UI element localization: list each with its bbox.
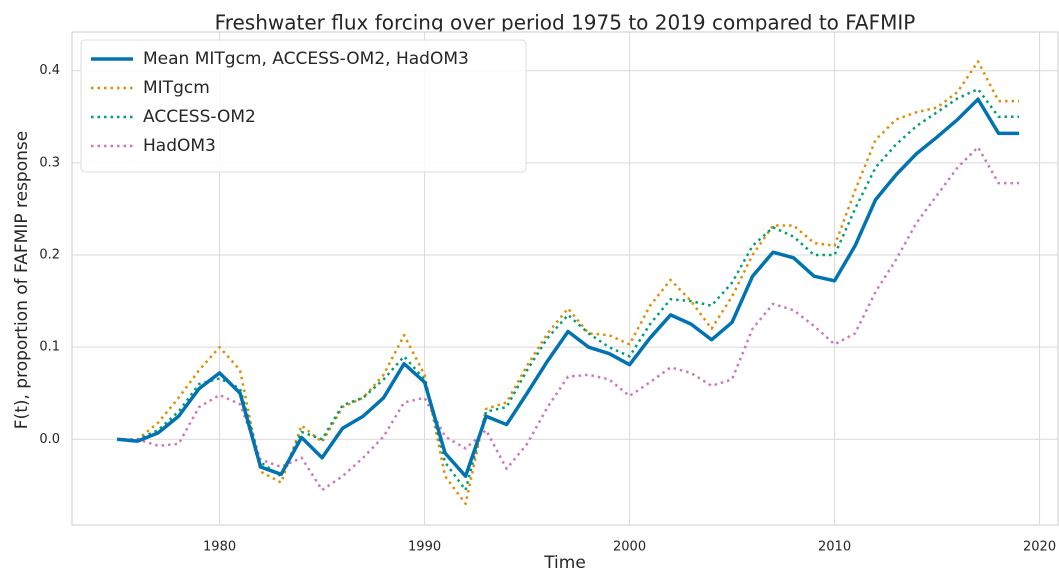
chart-title: Freshwater flux forcing over period 1975…	[215, 11, 916, 35]
series-line	[117, 145, 1020, 492]
x-tick-label: 1980	[203, 540, 236, 555]
series-line	[117, 60, 1020, 506]
legend-label: HadOM3	[143, 136, 216, 156]
x-tick-label: 1990	[408, 540, 441, 555]
y-tick-label: 0.3	[39, 155, 60, 170]
x-tick-label: 2020	[1023, 540, 1056, 555]
legend-label: MITgcm	[143, 78, 210, 98]
legend-label: Mean MITgcm, ACCESS-OM2, HadOM3	[143, 49, 469, 69]
y-tick-label: 0.1	[39, 340, 60, 355]
y-tick-label: 0.4	[39, 63, 60, 78]
legend: Mean MITgcm, ACCESS-OM2, HadOM3 MITgcm ACC…	[80, 39, 527, 173]
x-tick-label: 2000	[613, 540, 646, 555]
y-tick-label: 0.2	[39, 248, 60, 263]
legend-box	[80, 39, 527, 173]
series-line	[116, 97, 1020, 478]
y-tick-label: 0.0	[39, 432, 60, 447]
series-line	[117, 87, 1020, 492]
legend-label: ACCESS-OM2	[143, 107, 256, 127]
y-axis-label: F(t), proportion of FAFMIP response	[12, 131, 32, 429]
x-tick-label: 2010	[818, 540, 851, 555]
x-axis-label: Time	[543, 553, 586, 572]
